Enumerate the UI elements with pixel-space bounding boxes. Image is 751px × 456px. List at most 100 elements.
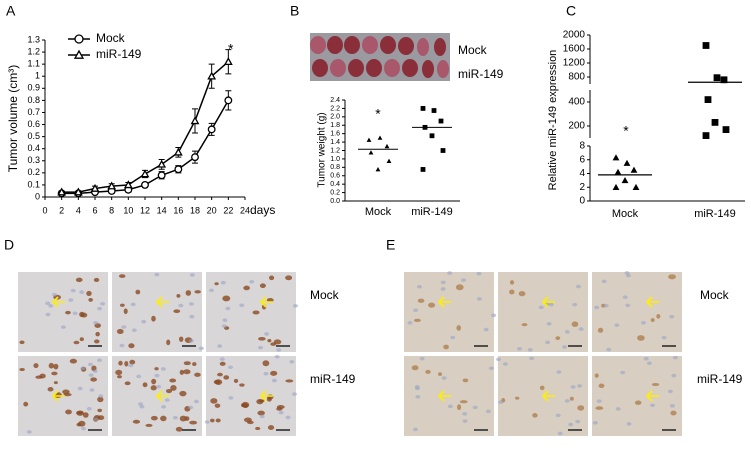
tumor <box>344 36 360 54</box>
y-tick-label: 1.8 <box>330 122 340 129</box>
nucleus <box>273 339 282 345</box>
y-tick-label: 6 <box>579 154 585 165</box>
marker <box>440 148 446 153</box>
nucleus <box>568 422 574 427</box>
y-tick-label: 1.0 <box>330 156 340 163</box>
nucleus <box>597 327 604 333</box>
nucleus <box>60 325 66 329</box>
nucleus <box>411 365 419 371</box>
nucleus <box>239 383 245 387</box>
y-tick-label: 0.5 <box>27 131 40 141</box>
nucleus <box>532 413 538 418</box>
nucleus <box>271 378 277 383</box>
nucleus <box>150 415 158 421</box>
nucleus <box>194 372 201 377</box>
nucleus <box>257 410 265 416</box>
nucleus <box>93 321 99 325</box>
x-tick-label: 2 <box>59 205 64 215</box>
nucleus <box>646 361 652 366</box>
nucleus <box>462 412 468 416</box>
nucleus <box>476 271 482 276</box>
nucleus <box>291 392 297 396</box>
nucleus <box>188 302 194 306</box>
nucleus <box>145 423 153 427</box>
y-tick-label: 2.4 <box>330 97 340 104</box>
nucleus <box>188 405 194 410</box>
nucleus <box>577 405 585 411</box>
y-tick-label: 400 <box>568 97 585 108</box>
nucleus <box>156 384 162 389</box>
nucleus <box>569 396 574 401</box>
y-tick-label: 1.4 <box>330 139 340 146</box>
tumor <box>348 59 364 77</box>
nucleus <box>601 279 607 284</box>
marker <box>57 187 67 196</box>
marker <box>207 71 217 80</box>
nucleus <box>45 312 51 317</box>
marker <box>207 125 216 134</box>
marker <box>623 159 631 166</box>
marker <box>190 116 200 125</box>
nucleus <box>564 330 570 334</box>
marker <box>191 153 199 162</box>
micrograph <box>206 272 296 352</box>
nucleus <box>137 402 143 406</box>
nucleus <box>268 275 275 281</box>
legend-label: miR-149 <box>96 47 142 61</box>
y-axis-label: Relative miR-149 expression <box>547 50 559 191</box>
nucleus <box>189 420 198 425</box>
nucleus <box>214 282 219 286</box>
series-line <box>61 100 229 195</box>
photo-label: miR-149 <box>458 67 504 81</box>
nucleus <box>188 339 194 343</box>
nucleus <box>89 388 95 392</box>
marker <box>140 169 150 178</box>
arrow <box>437 390 451 402</box>
marker <box>73 187 83 196</box>
nucleus <box>257 345 263 350</box>
nucleus <box>76 422 82 427</box>
micrograph <box>18 272 108 352</box>
nucleus <box>278 410 284 415</box>
nucleus <box>164 398 170 402</box>
nucleus <box>68 298 74 302</box>
y-tick-label: 0.1 <box>27 179 40 189</box>
nucleus <box>415 395 421 399</box>
nucleus <box>98 394 104 398</box>
nucleus <box>483 327 489 332</box>
nucleus <box>170 384 177 391</box>
micrograph <box>404 272 494 352</box>
nucleus <box>407 321 413 325</box>
annotation: * <box>623 123 629 139</box>
tumor <box>384 59 400 77</box>
marker <box>612 183 620 190</box>
nucleus <box>267 338 272 343</box>
nucleus <box>603 303 609 308</box>
nucleus <box>556 370 562 374</box>
nucleus <box>19 340 25 345</box>
nucleus <box>121 325 127 329</box>
marker <box>366 137 372 142</box>
nucleus <box>413 318 421 323</box>
marker <box>713 74 721 82</box>
y-axis-label: Tumor weight (g) <box>317 112 328 187</box>
nucleus <box>509 289 515 295</box>
y-tick-label: 1.2 <box>330 147 340 154</box>
nucleus <box>175 426 183 432</box>
nucleus <box>62 389 70 395</box>
nucleus <box>650 318 655 323</box>
nucleus <box>459 400 468 404</box>
nucleus <box>189 314 195 319</box>
tumor <box>402 59 418 77</box>
y-tick-label: 0.3 <box>27 155 40 165</box>
nucleus <box>276 405 285 409</box>
nucleus <box>221 324 227 328</box>
nucleus <box>189 273 195 277</box>
x-tick-label: 4 <box>76 205 81 215</box>
tumor-group <box>310 36 449 78</box>
nucleus <box>79 290 85 294</box>
marker <box>702 42 710 49</box>
arrow <box>541 296 555 308</box>
nucleus <box>634 400 642 405</box>
nucleus <box>219 357 225 361</box>
